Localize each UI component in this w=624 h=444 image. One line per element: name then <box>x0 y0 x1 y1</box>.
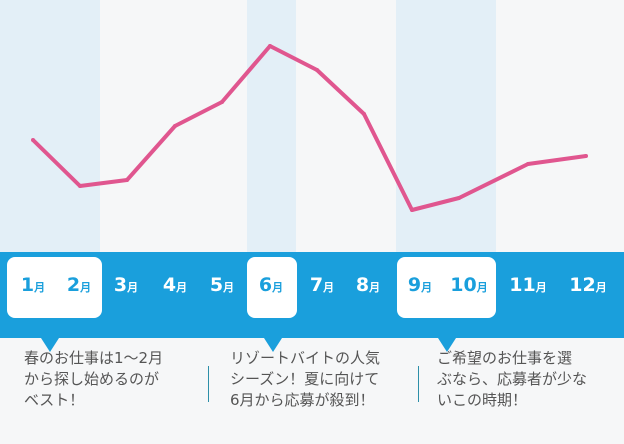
note-line: 春のお仕事は1〜2月 <box>24 349 164 367</box>
data-point <box>362 112 366 116</box>
month-suffix: 月 <box>476 281 488 294</box>
month-number: 6 <box>258 274 273 296</box>
month-number: 2 <box>66 274 81 296</box>
month-label: 3月 <box>114 274 138 296</box>
note-autumn: ご希望のお仕事を選 ぶなら、応募者が少な いこの時期！ <box>437 348 617 411</box>
highlight-box-jan-feb <box>7 257 102 318</box>
month-number: 10 <box>450 274 477 296</box>
month-suffix: 月 <box>80 281 92 294</box>
data-point <box>125 178 129 182</box>
month-number: 9 <box>407 274 422 296</box>
month-suffix: 月 <box>535 281 547 294</box>
note-line: いこの時期！ <box>437 391 528 409</box>
month-label: 4月 <box>163 274 187 296</box>
month-suffix: 月 <box>127 281 139 294</box>
data-point <box>173 124 177 128</box>
pointer-jan-feb <box>41 338 59 352</box>
pointer-sep-oct <box>438 338 456 352</box>
month-label: 11月 <box>509 274 546 296</box>
month-number: 3 <box>113 274 128 296</box>
note-summer: リゾートバイトの人気 シーズン！夏に向けて 6月から応募が殺到！ <box>230 348 410 411</box>
data-point <box>78 184 82 188</box>
highlight-box-jun <box>247 257 297 318</box>
month-suffix: 月 <box>323 281 335 294</box>
month-number: 4 <box>162 274 177 296</box>
note-spring: 春のお仕事は1〜2月 から探し始めるのが ベスト！ <box>24 348 204 411</box>
data-point <box>457 196 461 200</box>
data-point <box>410 208 414 212</box>
data-point <box>584 154 588 158</box>
highlight-band <box>247 0 296 252</box>
note-line: ぶなら、応募者が少な <box>437 370 588 388</box>
month-suffix: 月 <box>595 281 607 294</box>
note-line: ベスト！ <box>24 391 85 409</box>
data-point <box>220 100 224 104</box>
note-line: リゾートバイトの人気 <box>230 349 381 367</box>
divider <box>418 366 419 402</box>
note-line: から探し始めるのが <box>24 370 160 388</box>
data-point <box>526 162 530 166</box>
month-suffix: 月 <box>34 281 46 294</box>
month-label: 6月 <box>259 274 283 296</box>
month-number: 8 <box>355 274 370 296</box>
data-point <box>31 138 35 142</box>
month-label: 12月 <box>569 274 606 296</box>
month-suffix: 月 <box>421 281 433 294</box>
data-point <box>315 68 319 72</box>
month-label: 8月 <box>356 274 380 296</box>
month-suffix: 月 <box>176 281 188 294</box>
note-line: シーズン！夏に向けて <box>230 370 380 388</box>
month-label: 1月 <box>21 274 45 296</box>
month-bar <box>0 252 624 338</box>
month-suffix: 月 <box>369 281 381 294</box>
highlight-band <box>0 0 100 252</box>
month-label: 2月 <box>67 274 91 296</box>
month-number: 5 <box>209 274 224 296</box>
pointer-jun <box>264 338 282 352</box>
line-chart <box>0 0 588 252</box>
note-line: 6月から応募が殺到！ <box>230 391 375 409</box>
month-label: 9月 <box>408 274 432 296</box>
month-label: 7月 <box>310 274 334 296</box>
series-line <box>31 44 587 212</box>
note-line: ご希望のお仕事を選 <box>437 349 573 367</box>
month-number: 12 <box>569 274 596 296</box>
month-label: 10月 <box>450 274 487 296</box>
month-suffix: 月 <box>223 281 235 294</box>
month-suffix: 月 <box>272 281 284 294</box>
divider <box>208 366 209 402</box>
highlight-box-sep-oct <box>397 257 496 318</box>
month-number: 1 <box>20 274 35 296</box>
data-point <box>268 44 272 48</box>
highlight-band <box>396 0 496 252</box>
month-number: 7 <box>309 274 324 296</box>
month-label: 5月 <box>210 274 234 296</box>
month-number: 11 <box>509 274 536 296</box>
